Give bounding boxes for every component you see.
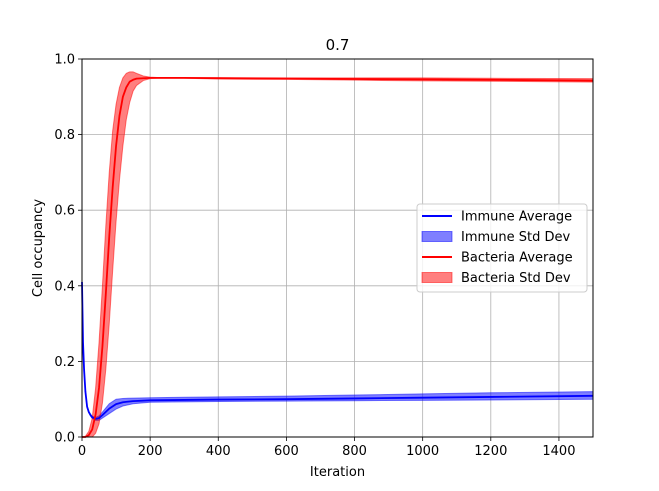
legend-label: Bacteria Std Dev bbox=[461, 271, 571, 286]
legend-patch-swatch bbox=[421, 231, 453, 242]
y-tick-label: 0.0 bbox=[54, 431, 75, 446]
x-tick-label: 600 bbox=[274, 444, 299, 459]
x-tick-label: 1400 bbox=[542, 444, 575, 459]
x-tick-label: 1200 bbox=[474, 444, 507, 459]
y-tick-label: 0.6 bbox=[54, 204, 75, 219]
y-tick-label: 0.8 bbox=[54, 128, 75, 143]
legend: Immune Average Immune Std Dev Bacteria Ave… bbox=[416, 203, 588, 293]
legend-patch-swatch bbox=[421, 272, 453, 283]
x-tick-label: 1000 bbox=[406, 444, 439, 459]
chart-title: 0.7 bbox=[326, 36, 350, 54]
immune-average-line bbox=[81, 282, 594, 420]
y-tick-label: 1.0 bbox=[54, 53, 75, 68]
y-tick-label: 0.4 bbox=[54, 279, 75, 294]
plot-frame bbox=[81, 58, 594, 438]
y-tick-label: 0.2 bbox=[54, 355, 75, 370]
average-lines bbox=[81, 77, 594, 438]
axis-ticks: 0 200 400 600 800 1000 1200 1400 0.0 0.2 0.4 0.6 0.8… bbox=[54, 53, 575, 460]
bacteria-average-line bbox=[82, 77, 594, 438]
x-tick-label: 400 bbox=[206, 444, 231, 459]
legend-box bbox=[416, 203, 588, 293]
y-axis-label: Cell occupancy bbox=[31, 199, 46, 298]
legend-label: Immune Std Dev bbox=[461, 230, 571, 245]
x-axis-label: Iteration bbox=[310, 465, 365, 480]
legend-label: Immune Average bbox=[461, 210, 572, 225]
legend-label: Bacteria Average bbox=[461, 251, 573, 266]
x-tick-label: 800 bbox=[342, 444, 367, 459]
x-tick-label: 200 bbox=[138, 444, 163, 459]
x-tick-label: 0 bbox=[78, 444, 86, 459]
